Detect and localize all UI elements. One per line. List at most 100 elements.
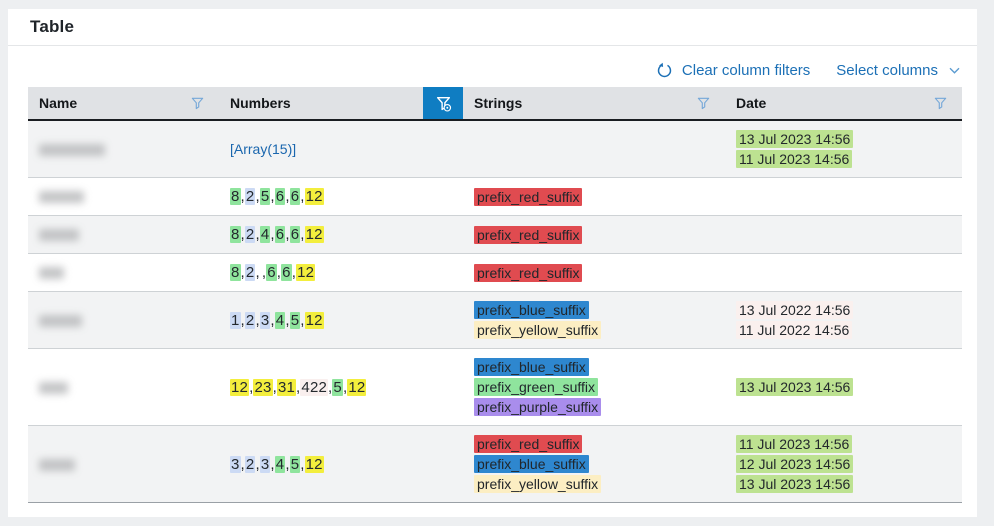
strings-cell: prefix_red_suffix [463,187,725,207]
number-sequence: 1,2,3,4,5,12 [230,311,324,329]
filter-icon-strings[interactable] [692,92,715,115]
page-title: Table [30,17,75,36]
dates-cell: 13 Jul 2023 14:56 11 Jul 2023 14:56 [725,129,962,169]
date-value: 13 Jul 2023 14:56 [736,474,962,494]
date-value: 13 Jul 2023 14:56 [736,377,962,397]
string-value: prefix_blue_suffix [474,300,725,320]
number-value: 2 [244,264,256,281]
number-sequence: 8,2,5,6,6,12 [230,188,324,205]
redacted-name [39,143,105,156]
date-highlight: 11 Jul 2022 14:56 [736,321,853,339]
number-value: 2 [244,455,256,473]
number-value: 5 [332,378,343,396]
number-value: 6 [289,226,301,243]
data-table: Name Numbers [28,87,962,503]
date-value: 11 Jul 2022 14:56 [736,320,962,340]
number-value: 3 [259,455,271,473]
string-highlight: prefix_blue_suffix [474,358,589,376]
name-cell [28,140,219,159]
number-value: 6 [266,264,277,281]
number-value: 4 [259,226,271,243]
number-value: 5 [289,455,301,473]
table-row: 1,2,3,4,5,12 prefix_blue_suffix prefix_yel… [28,292,962,349]
number-value: 6 [274,188,286,205]
number-value: 6 [274,226,286,243]
date-highlight: 13 Jul 2023 14:56 [736,130,854,148]
column-header-numbers: Numbers [219,87,463,119]
select-columns-label: Select columns [836,61,938,79]
date-value: 13 Jul 2022 14:56 [736,300,962,320]
name-cell [28,455,219,474]
redacted-name [39,267,64,280]
chevron-down-icon [947,63,962,78]
table-row: 3,2,3,4,5,12 prefix_red_suffix prefix_blue… [28,426,962,503]
filter-icon-name[interactable] [186,92,209,115]
table-row: 8,2,5,6,6,12 prefix_red_suffix [28,178,962,216]
redacted-name [39,458,75,471]
date-highlight: 13 Jul 2023 14:56 [736,475,854,493]
title-bar: Table [8,9,977,46]
number-value: 4 [274,455,286,473]
number-value: 8 [230,226,241,243]
string-value: prefix_red_suffix [474,187,725,207]
string-value: prefix_red_suffix [474,434,725,454]
strings-cell: prefix_blue_suffix prefix_yellow_suffix [463,300,725,340]
string-value: prefix_yellow_suffix [474,474,725,494]
column-label: Numbers [230,95,291,111]
number-value: 2 [244,311,256,329]
number-sequence: 8,2, ,6,6,12 [230,264,316,281]
string-value: prefix_red_suffix [474,225,725,245]
number-value: 12 [304,226,324,243]
column-header-strings: Strings [463,87,725,119]
number-value: 12 [230,378,250,396]
reset-icon [656,62,673,79]
number-value [260,264,262,281]
string-highlight: prefix_red_suffix [474,225,583,244]
redacted-name [39,381,68,394]
string-value: prefix_blue_suffix [474,357,725,377]
number-value: 12 [304,311,324,329]
filter-icon-numbers-active[interactable] [423,87,463,119]
array-link[interactable]: [Array(15)] [230,140,297,157]
number-value: 12 [296,264,316,281]
date-highlight: 11 Jul 2023 14:56 [736,150,853,168]
date-value: 11 Jul 2023 14:56 [736,434,962,454]
string-value: prefix_purple_suffix [474,397,725,417]
redacted-name [39,191,84,204]
name-cell [28,187,219,206]
redacted-name [39,314,82,327]
number-value: 12 [304,455,324,473]
clear-filters-label: Clear column filters [681,61,811,79]
table-controls: Clear column filters Select columns [28,56,962,84]
table-card: Table Clear column filters Select column… [8,9,977,517]
clear-filters-button[interactable]: Clear column filters [656,62,810,79]
number-value: 23 [253,378,273,396]
table-header-row: Name Numbers [28,87,962,121]
date-value: 12 Jul 2023 14:56 [736,454,962,474]
column-label: Date [736,95,767,111]
table-row: 8,2, ,6,6,12 prefix_red_suffix [28,254,962,292]
numbers-cell: 3,2,3,4,5,12 [219,455,463,474]
number-sequence: 3,2,3,4,5,12 [230,455,324,473]
number-value: 5 [259,188,271,205]
string-highlight: prefix_green_suffix [474,378,599,396]
numbers-cell: 12,23,31,422,5,12 [219,378,463,397]
strings-cell: prefix_blue_suffix prefix_green_suffix pre… [463,357,725,417]
select-columns-button[interactable]: Select columns [836,62,962,79]
string-highlight: prefix_blue_suffix [474,455,589,473]
number-value: 5 [289,311,301,329]
redacted-name [39,229,79,242]
string-highlight: prefix_red_suffix [474,263,583,282]
string-value: prefix_blue_suffix [474,454,725,474]
dates-cell: 13 Jul 2022 14:56 11 Jul 2022 14:56 [725,300,962,340]
number-sequence: 8,2,4,6,6,12 [230,226,324,243]
dates-cell: 13 Jul 2023 14:56 [725,377,962,397]
number-value: 12 [304,188,324,205]
date-highlight: 13 Jul 2022 14:56 [736,301,854,319]
string-highlight: prefix_yellow_suffix [474,475,602,493]
numbers-cell: 8,2, ,6,6,12 [219,263,463,282]
string-highlight: prefix_blue_suffix [474,301,589,319]
column-label: Name [39,95,78,111]
filter-icon-date[interactable] [929,92,952,115]
